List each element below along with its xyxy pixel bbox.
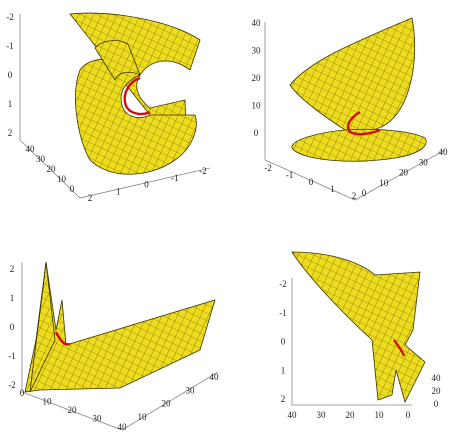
surface-plot-1 [19,12,211,199]
surface-plot-3 [21,261,219,431]
tick-label: -2 [264,163,272,173]
tick-label: 2 [10,264,15,274]
tick-label: 20 [346,410,356,420]
tick-label: 0 [8,70,13,80]
curve [346,110,381,136]
tick-label: -1 [286,170,294,180]
tick-label: -2 [8,380,16,390]
surface [289,17,416,134]
tick-label: 0 [434,399,439,409]
surface [291,251,426,404]
tick-label: 0 [309,177,314,187]
tick-label: 20 [252,73,262,83]
tick-label: 40 [432,373,442,383]
tick-label: 1 [10,293,15,303]
tick-label: -1 [8,351,16,361]
axes [21,262,219,431]
tick-label: 40 [288,410,298,420]
tick-label: 40 [439,147,449,157]
tick-label: 40 [252,18,262,28]
surface-plot-2 [264,17,446,201]
tick-label: 0 [362,188,367,198]
tick-label: 2 [8,128,13,138]
tick-label: 0 [70,184,75,194]
tick-label: 1 [330,184,335,194]
tick-label: 20 [47,164,57,174]
tick-label: -2 [6,12,14,22]
curve [393,339,406,357]
tick-label: 20 [68,405,78,415]
tick-label: 10 [252,101,262,111]
tick-label: 0 [254,128,259,138]
tick-label: -1 [6,41,14,51]
tick-label: 2 [352,191,357,201]
tick-label: 2 [281,394,286,404]
tick-label: 30 [93,414,103,424]
tick-label: 30 [36,154,46,164]
tick-label: 10 [379,178,389,188]
tick-label: 40 [210,372,220,382]
surface [24,261,216,393]
tick-label: -2 [199,166,207,176]
surface [75,58,197,175]
tick-label: 0 [144,180,149,190]
curve [54,331,71,346]
tick-label: 0 [281,337,286,347]
tick-label: 0 [20,388,25,398]
surface [94,40,141,81]
tick-label: 40 [26,144,36,154]
surface-plot-4 [291,251,426,406]
tick-label: 10 [375,410,385,420]
tick-label: 10 [138,412,148,422]
tick-label: 0 [406,410,411,420]
tick-label: 40 [118,422,128,432]
axes [19,14,211,199]
tick-label: 0 [10,322,15,332]
tick-label: 1 [8,99,13,109]
surface [291,128,427,162]
tick-label: 30 [252,46,262,56]
tick-label: 20 [162,399,172,409]
tick-label: 10 [57,174,67,184]
tick-label: 1 [116,186,121,196]
surface [29,261,56,393]
tick-label: 30 [186,385,196,395]
tick-label: 2 [88,193,93,203]
curve [123,76,151,116]
tick-label: 30 [419,157,429,167]
axes [291,278,412,406]
axes [264,22,446,201]
tick-label: 1 [281,365,286,375]
tick-label: -2 [279,279,287,289]
tick-label: 10 [43,397,53,407]
tick-label: -1 [279,308,287,318]
tick-label: 20 [399,168,409,178]
tick-label: 30 [317,410,327,420]
tick-label: -1 [171,173,179,183]
tick-label: 20 [432,386,442,396]
